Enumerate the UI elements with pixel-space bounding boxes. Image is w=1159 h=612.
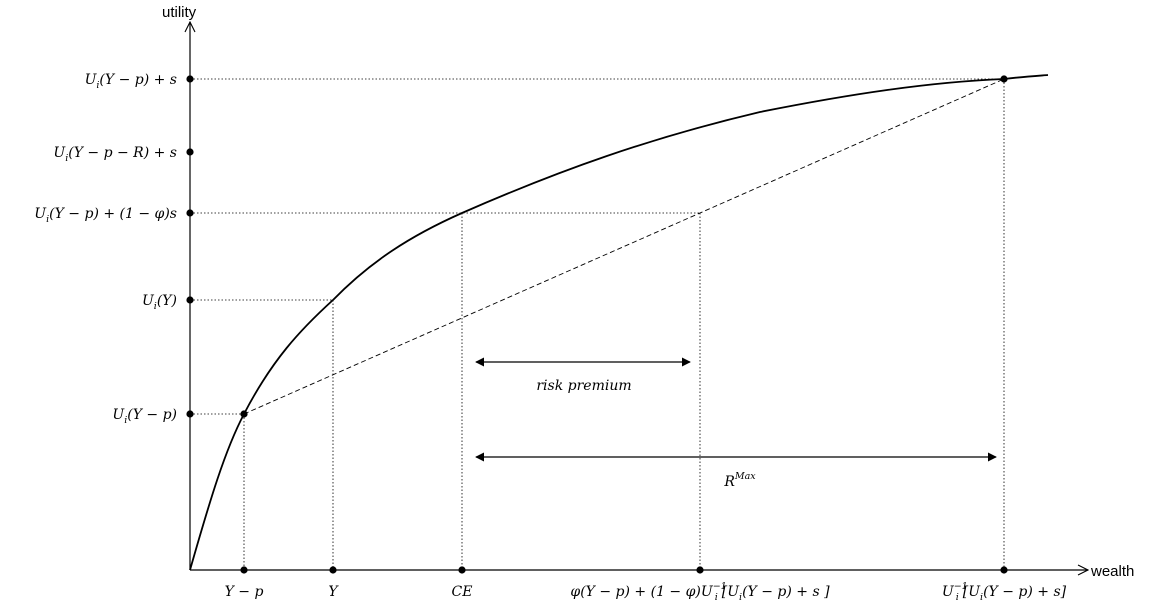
risk-premium-label: risk premium — [536, 378, 631, 394]
x-label-yp: Y − p — [225, 584, 264, 600]
y-label-us: Ui(Y − p) + s — [85, 72, 177, 91]
dot-x-ce — [458, 566, 466, 574]
y-label-uy: Ui(Y) — [142, 293, 177, 312]
dot-x-mix — [696, 566, 704, 574]
dot-y-upr — [186, 148, 194, 156]
y-label-up: Ui(Y − p) — [112, 407, 177, 426]
chord-line — [243, 78, 1005, 415]
dot-y-us — [186, 75, 194, 83]
guide-lines — [190, 78, 1005, 570]
x-axis-dots — [240, 566, 1008, 574]
x-label-mix: φ(Y − p) + (1 − φ)U−1 i [Ui(Y − p) + s ] — [570, 581, 830, 603]
y-axis-dots — [186, 75, 194, 418]
x-axis-title: wealth — [1090, 563, 1134, 580]
y-label-upr: Ui(Y − p − R) + s — [53, 145, 177, 164]
dot-y-uy — [186, 296, 194, 304]
y-label-ups: Ui(Y − p) + (1 − φ)s — [34, 206, 177, 225]
dot-y-up — [186, 410, 194, 418]
x-label-ce: CE — [452, 584, 473, 600]
point-lower — [240, 410, 248, 418]
x-label-inv: U−1 i [Ui(Y − p) + s] — [942, 581, 1067, 603]
x-label-y: Y — [328, 584, 339, 600]
utility-curve — [189, 74, 1049, 571]
dot-x-inv — [1000, 566, 1008, 574]
dot-x-yp — [240, 566, 248, 574]
dot-x-y — [329, 566, 337, 574]
point-upper — [1000, 75, 1008, 83]
dot-y-ups — [186, 209, 194, 217]
y-axis-title: utility — [162, 4, 197, 21]
y-tick-labels: Ui(Y − p) + s Ui(Y − p − R) + s Ui(Y − p… — [34, 72, 177, 426]
rmax-label: RMax — [723, 471, 756, 490]
x-tick-labels: Y − p Y CE φ(Y − p) + (1 − φ)U−1 i [Ui(Y −… — [225, 581, 1067, 603]
